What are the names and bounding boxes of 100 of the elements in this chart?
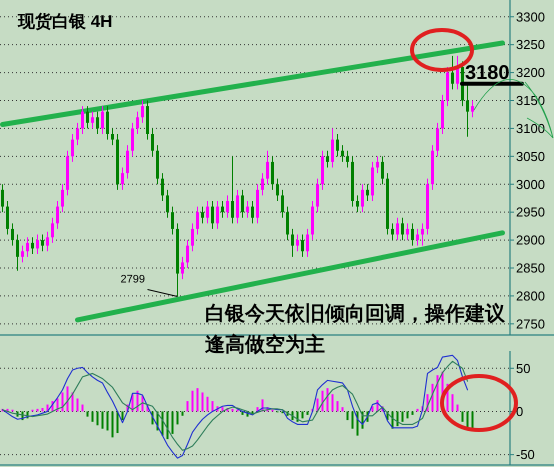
bar	[112, 411, 114, 438]
candlestick	[421, 222, 424, 246]
annotation: 2799	[120, 273, 145, 286]
bar	[166, 411, 168, 440]
candlestick	[191, 222, 194, 252]
bar	[116, 411, 118, 434]
y-tick-label: 2850	[516, 260, 545, 276]
bar	[302, 411, 304, 418]
y-tick-label: 3200	[516, 65, 545, 80]
candlestick	[286, 206, 289, 241]
candlestick	[401, 217, 404, 241]
candlestick	[206, 200, 209, 224]
candlestick	[366, 184, 369, 202]
candlestick	[281, 189, 284, 218]
bar	[36, 408, 38, 412]
candlestick	[96, 111, 99, 134]
y-tick-label: 0	[516, 404, 524, 419]
bar	[396, 411, 398, 426]
candlestick	[1, 184, 4, 213]
y-tick-label: 2900	[516, 232, 545, 248]
candlestick	[26, 236, 29, 258]
candlestick	[166, 189, 169, 218]
candlestick	[226, 194, 229, 218]
bar	[106, 411, 108, 430]
candlestick	[276, 178, 279, 202]
bar	[462, 411, 464, 422]
candlestick	[396, 217, 399, 241]
candlestick	[406, 222, 409, 241]
bar	[472, 411, 474, 429]
bar	[332, 394, 334, 412]
bar	[122, 411, 124, 420]
candlestick	[271, 156, 274, 190]
candlestick	[126, 144, 129, 180]
candlestick	[296, 234, 299, 252]
candlestick	[436, 122, 439, 157]
bar	[182, 411, 184, 416]
bar	[86, 411, 88, 417]
candlestick	[161, 172, 164, 202]
candlestick	[51, 217, 54, 244]
bar	[352, 411, 354, 429]
bar	[172, 411, 174, 434]
candlestick	[411, 222, 414, 246]
candlestick	[451, 55, 454, 90]
bar	[196, 388, 198, 412]
candlestick	[106, 106, 109, 140]
bar	[206, 396, 208, 412]
bar	[176, 411, 178, 424]
bar	[326, 388, 328, 412]
y-tick-label: 3100	[516, 120, 545, 136]
bar	[316, 398, 318, 412]
candlestick	[211, 200, 214, 230]
candlestick	[326, 150, 329, 168]
candlestick	[266, 150, 269, 185]
candlestick	[36, 234, 39, 255]
bar	[436, 375, 438, 412]
bar	[102, 411, 104, 429]
y-tick-label: 3300	[516, 9, 545, 24]
candlestick	[151, 128, 154, 157]
candlestick	[91, 111, 94, 129]
candlestick	[111, 128, 114, 146]
candlestick	[306, 228, 309, 258]
candlestick	[81, 106, 84, 134]
candlestick	[356, 194, 359, 213]
bar	[406, 411, 408, 418]
candlestick	[21, 245, 24, 263]
candlestick	[181, 256, 184, 280]
candlestick	[186, 240, 189, 268]
candlestick	[331, 128, 334, 168]
y-tick-label: 3000	[516, 176, 545, 192]
candlestick	[231, 156, 234, 224]
bar	[92, 411, 94, 422]
candlestick	[236, 189, 239, 224]
candlestick	[216, 200, 219, 230]
y-tick-label: 2800	[516, 288, 545, 304]
y-tick-label: 2950	[516, 204, 545, 220]
bar	[76, 398, 78, 412]
y-tick-label: 2750	[516, 316, 545, 332]
bar	[202, 392, 204, 412]
candlestick	[241, 189, 244, 218]
candlestick	[11, 222, 14, 246]
candlestick	[131, 122, 134, 157]
candlestick	[301, 234, 304, 258]
candlestick	[416, 228, 419, 246]
bar	[62, 392, 64, 412]
candlestick	[196, 206, 199, 235]
y-tick-label: 3250	[516, 37, 545, 52]
candlestick	[41, 234, 44, 252]
candlestick	[136, 111, 139, 134]
candlestick	[46, 231, 49, 252]
candlestick	[56, 200, 59, 230]
annotation: 白银今天依旧倾向回调，操作建议逢高做空为主	[205, 302, 506, 356]
ref-line-label: 3180	[465, 62, 510, 84]
bar	[346, 411, 348, 420]
candlestick	[381, 156, 384, 185]
bar	[66, 386, 68, 412]
bar	[42, 408, 44, 412]
candlestick	[341, 144, 344, 162]
candlestick	[251, 200, 254, 224]
candlestick	[466, 83, 469, 138]
candlestick	[246, 200, 249, 218]
